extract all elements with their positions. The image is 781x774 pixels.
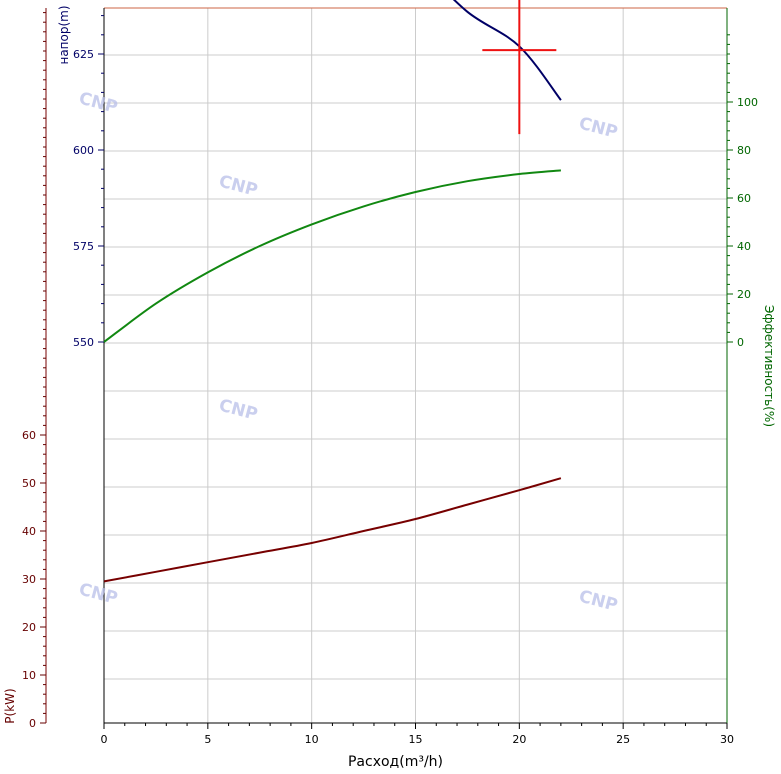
power-tick-label: 50 [22,477,36,490]
curves [103,0,562,583]
x-tick-label: 5 [204,733,211,746]
efficiency-tick-label: 40 [737,240,751,253]
power-curve [103,477,562,583]
power-tick-label: 30 [22,573,36,586]
power-tick-label: 10 [22,669,36,682]
power-tick-label: 20 [22,621,36,634]
efficiency-tick-label: 80 [737,144,751,157]
head-axis-title: напор(m) [57,5,71,64]
x-tick-label: 25 [616,733,630,746]
efficiency-tick-label: 0 [737,336,744,349]
head-tick-label: 625 [73,48,94,61]
power-axis-title: P(kW) [3,688,17,723]
power-tick-label: 40 [22,525,36,538]
power-tick-label: 60 [22,429,36,442]
x-tick-label: 20 [512,733,526,746]
efficiency-tick-label: 20 [737,288,751,301]
efficiency-tick-label: 60 [737,192,751,205]
efficiency-tick-label: 100 [737,96,758,109]
efficiency-curve [103,169,561,343]
head-tick-label: 575 [73,240,94,253]
efficiency-axis-title: Эффективность(%) [762,305,776,427]
head-curve [452,0,562,101]
axes [40,7,733,729]
x-tick-label: 10 [305,733,319,746]
operating-point-marks [482,0,557,135]
head-tick-label: 600 [73,144,94,157]
x-tick-label: 0 [101,733,108,746]
power-tick-label: 0 [29,717,36,730]
x-tick-label: 30 [720,733,734,746]
x-axis-title: Расход(m³/h) [348,754,443,770]
x-tick-label: 15 [409,733,423,746]
labels: 0510152025305505756006256506757000204060… [3,5,776,770]
head-tick-label: 550 [73,336,94,349]
